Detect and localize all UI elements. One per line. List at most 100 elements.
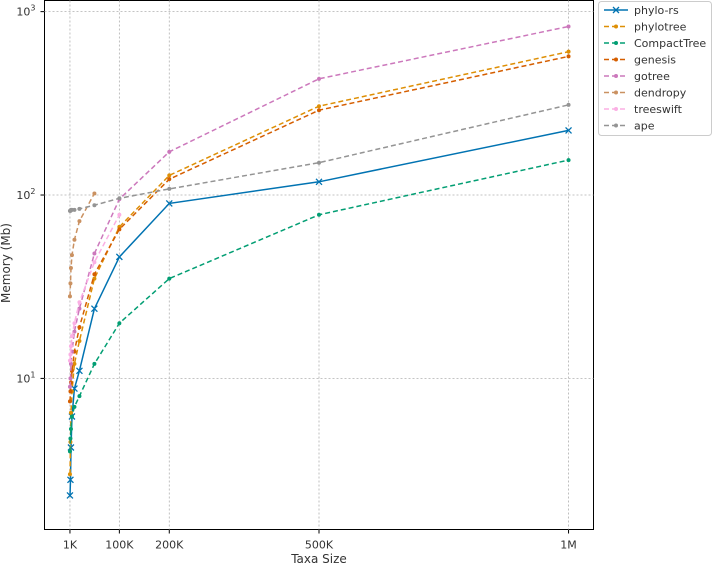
data-point-ape	[566, 102, 571, 107]
legend-label: ape	[634, 120, 655, 133]
y-tick-label-exponent: 3	[30, 4, 35, 13]
y-axis-label: Memory (Mb)	[0, 223, 13, 303]
legend-marker	[614, 123, 618, 128]
data-point-treeswift	[117, 212, 122, 217]
legend-item-dendropy: dendropy	[604, 87, 687, 100]
data-point-phylo-rs	[315, 178, 323, 186]
legend-marker	[614, 57, 618, 62]
data-point-phylo-rs	[165, 199, 173, 207]
data-point-phylotree	[68, 410, 73, 415]
data-point-compacttree	[167, 276, 172, 281]
legend: phylo-rs phylotree CompactTree genesis gotre…	[598, 1, 712, 136]
series-compacttree	[67, 158, 571, 454]
x-axis-label: Taxa Size	[290, 552, 347, 564]
data-point-compacttree	[68, 426, 73, 431]
data-point-phylotree	[77, 338, 82, 343]
series-genesis	[67, 54, 571, 404]
data-point-treeswift	[68, 344, 73, 349]
legend-label: phylo-rs	[634, 4, 679, 17]
legend-item-genesis: genesis	[604, 54, 676, 67]
y-tick-label-exponent: 1	[30, 370, 35, 379]
x-axis-ticks: 1K 100K 200K 500K 1M	[63, 529, 577, 552]
data-point-compacttree	[67, 449, 72, 454]
data-point-ape	[117, 196, 122, 201]
data-point-genesis	[77, 325, 82, 330]
data-point-compacttree	[69, 414, 74, 419]
data-point-compacttree	[68, 436, 73, 441]
data-point-genesis	[92, 272, 97, 277]
series-ape	[67, 102, 571, 213]
data-point-treeswift	[68, 352, 73, 357]
data-point-phylo-rs	[115, 253, 123, 261]
legend-frame	[598, 1, 712, 136]
legend-item-gotree: gotree	[604, 70, 670, 83]
x-tick-label: 200K	[155, 539, 184, 552]
data-point-gotree	[77, 306, 82, 311]
y-tick-label-base: 10	[16, 189, 30, 202]
data-point-treeswift	[92, 260, 97, 265]
series-treeswift	[67, 212, 122, 363]
x-tick-label: 100K	[105, 539, 134, 552]
series-dendropy	[67, 191, 97, 299]
data-point-dendropy	[67, 294, 72, 299]
data-point-genesis	[167, 177, 172, 182]
legend-item-treeswift: treeswift	[604, 103, 683, 116]
legend-label: CompactTree	[634, 37, 706, 50]
data-point-gotree	[72, 329, 77, 334]
data-point-phylotree	[317, 104, 321, 109]
legend-label: gotree	[634, 70, 670, 83]
data-point-phylotree	[566, 49, 571, 54]
data-point-genesis	[566, 54, 571, 59]
data-point-phylotree	[167, 173, 172, 178]
legend-marker	[614, 107, 618, 111]
data-point-phylo-rs	[75, 367, 83, 375]
y-tick-label-base: 10	[16, 372, 30, 385]
data-point-compacttree	[72, 404, 77, 409]
x-tick-label: 500K	[305, 539, 334, 552]
data-point-gotree	[68, 376, 73, 381]
legend-item-phylotree: phylotree	[604, 21, 687, 34]
y-tick-label: 101	[16, 370, 35, 385]
data-point-dendropy	[68, 265, 73, 270]
data-point-ape	[167, 186, 172, 191]
data-point-phylotree	[67, 472, 72, 477]
legend-marker	[614, 41, 618, 45]
legend-marker	[614, 24, 618, 29]
legend-label: genesis	[634, 54, 676, 67]
data-point-compacttree	[117, 321, 122, 326]
data-point-compacttree	[77, 394, 82, 399]
data-point-ape	[317, 160, 321, 165]
data-point-genesis	[68, 389, 73, 394]
data-point-genesis	[117, 227, 122, 232]
data-point-gotree	[67, 384, 72, 389]
data-point-compacttree	[566, 158, 571, 163]
series-line-gotree	[69, 25, 569, 387]
legend-label: dendropy	[634, 87, 687, 100]
series-layer	[66, 24, 573, 499]
data-point-dendropy	[68, 281, 73, 286]
data-point-dendropy	[72, 237, 77, 242]
data-point-treeswift	[67, 358, 72, 363]
data-point-compacttree	[92, 361, 97, 366]
y-tick-label: 102	[16, 187, 35, 202]
x-tick-label: 1K	[63, 539, 78, 552]
legend-marker	[614, 74, 618, 78]
data-point-gotree	[92, 251, 97, 256]
data-point-treeswift	[72, 321, 77, 326]
x-tick-label: 1M	[560, 539, 577, 552]
legend-marker	[612, 6, 620, 14]
data-point-ape	[77, 206, 82, 211]
legend-label: treeswift	[634, 103, 683, 116]
data-point-ape	[72, 207, 77, 212]
legend-item-ape: ape	[604, 120, 655, 133]
data-point-gotree	[566, 24, 571, 29]
data-point-genesis	[317, 108, 321, 113]
data-point-phylo-rs	[66, 491, 74, 499]
y-tick-label-base: 10	[16, 6, 30, 19]
data-point-phylo-rs	[90, 305, 98, 313]
data-point-genesis	[67, 399, 72, 404]
y-tick-label: 103	[16, 4, 35, 19]
data-point-phylo-rs	[565, 126, 573, 134]
